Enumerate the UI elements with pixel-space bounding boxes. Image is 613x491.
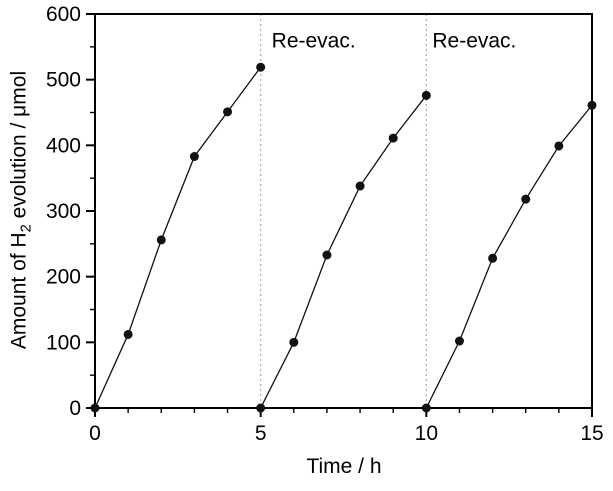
x-tick-label: 10 xyxy=(415,422,438,445)
series-line xyxy=(94,66,262,409)
data-point xyxy=(421,403,431,413)
series-run-3 xyxy=(421,100,597,413)
data-point xyxy=(256,403,266,413)
data-point xyxy=(521,194,531,204)
axis-tick-labels: 0 5 10 15 0 100 200 300 400 500 600 xyxy=(46,3,604,445)
x-tick-label: 0 xyxy=(89,422,101,445)
y-tick-label: 300 xyxy=(46,200,81,223)
data-point xyxy=(554,141,564,151)
series-run-2 xyxy=(256,90,431,413)
y-axis-title-suffix: evolution / μmol xyxy=(7,70,31,225)
data-point xyxy=(355,181,365,191)
y-tick-label: 600 xyxy=(46,3,81,26)
x-axis-title: Time / h xyxy=(306,455,382,478)
series-line xyxy=(425,104,593,409)
re-evac-annotation: Re-evac. xyxy=(432,29,516,52)
data-point xyxy=(256,62,266,72)
y-axis-title-subscript: 2 xyxy=(18,224,35,233)
y-tick-label: 200 xyxy=(46,266,81,289)
data-point xyxy=(587,100,597,110)
re-evac-annotation: Re-evac. xyxy=(272,29,356,52)
data-point xyxy=(388,133,398,143)
y-tick-label: 500 xyxy=(46,69,81,92)
y-tick-label: 400 xyxy=(46,134,81,157)
data-point xyxy=(223,107,233,117)
series-line xyxy=(260,95,427,409)
y-tick-label: 100 xyxy=(46,331,81,354)
data-point xyxy=(90,403,100,413)
data-point xyxy=(123,329,133,339)
y-axis-title-prefix: Amount of H xyxy=(7,232,31,350)
data-point xyxy=(189,151,199,161)
series-run-1 xyxy=(90,62,266,413)
axis-ticks xyxy=(86,13,593,417)
y-tick-label: 0 xyxy=(69,397,81,420)
x-tick-label: 5 xyxy=(255,422,267,445)
data-point xyxy=(488,253,498,263)
data-point xyxy=(156,235,166,245)
plot-frame xyxy=(94,13,593,409)
data-point xyxy=(322,250,332,260)
x-tick-label: 15 xyxy=(580,422,603,445)
data-point xyxy=(421,90,431,100)
data-point xyxy=(454,336,464,346)
y-axis-title: Amount of H2 evolution / μmol xyxy=(7,71,34,349)
data-point xyxy=(289,337,299,347)
